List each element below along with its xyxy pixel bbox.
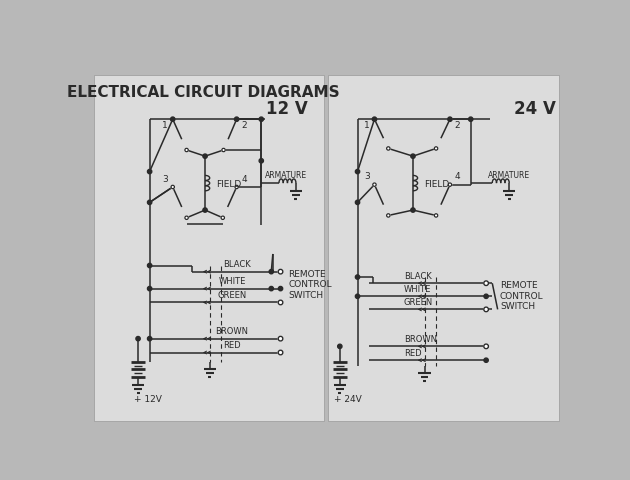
Circle shape [484,358,488,362]
Circle shape [269,287,273,291]
Text: 4: 4 [241,175,247,184]
Circle shape [147,336,152,341]
Text: 2: 2 [455,121,461,130]
Circle shape [221,216,224,219]
Circle shape [259,158,263,163]
Circle shape [355,169,360,174]
Circle shape [147,200,152,204]
Circle shape [469,117,473,121]
Text: WHITE: WHITE [219,277,246,286]
Circle shape [185,148,188,152]
Circle shape [235,185,238,189]
Circle shape [269,269,273,274]
Circle shape [434,147,438,150]
Circle shape [373,118,376,121]
Circle shape [171,118,175,121]
Circle shape [278,269,283,274]
Circle shape [355,275,360,279]
Circle shape [387,147,390,150]
Circle shape [484,344,488,348]
Circle shape [448,117,452,121]
Circle shape [185,216,188,219]
Circle shape [355,294,360,299]
Text: ARMATURE: ARMATURE [488,171,530,180]
Circle shape [234,117,239,121]
Circle shape [235,118,238,121]
Text: 3: 3 [364,172,370,181]
Text: 12 V: 12 V [266,100,307,118]
Circle shape [338,344,342,348]
Circle shape [278,350,283,355]
Circle shape [448,183,452,186]
Circle shape [147,264,152,268]
Circle shape [372,117,377,121]
Circle shape [373,183,376,186]
Text: 1: 1 [364,121,370,130]
Text: FIELD: FIELD [424,180,449,189]
Text: FIELD: FIELD [216,180,241,189]
Circle shape [259,117,263,121]
Circle shape [434,214,438,217]
Bar [328,74,559,421]
Circle shape [484,294,488,299]
Text: + 24V: + 24V [334,395,362,404]
Circle shape [222,148,226,152]
Circle shape [411,208,415,212]
Circle shape [278,300,283,305]
Circle shape [171,185,175,189]
Text: REMOTE
CONTROL
SWITCH: REMOTE CONTROL SWITCH [288,270,332,300]
Text: RED: RED [223,341,241,350]
Text: ELECTRICAL CIRCUIT DIAGRAMS: ELECTRICAL CIRCUIT DIAGRAMS [67,84,340,99]
Circle shape [484,281,488,286]
Text: WHITE: WHITE [404,285,431,294]
Circle shape [203,154,207,158]
Text: ARMATURE: ARMATURE [265,171,307,180]
Text: GREEN: GREEN [404,298,433,307]
Bar [94,74,324,421]
Text: 3: 3 [162,175,168,184]
Circle shape [278,336,283,341]
Text: GREEN: GREEN [217,291,246,300]
Text: BLACK: BLACK [404,272,432,281]
Text: 24 V: 24 V [513,100,556,118]
Circle shape [136,336,140,341]
Text: BROWN: BROWN [215,327,248,336]
Circle shape [448,118,452,121]
Circle shape [171,117,175,121]
Text: 1: 1 [162,121,168,130]
Circle shape [355,200,360,204]
Circle shape [387,214,390,217]
Text: RED: RED [404,349,421,358]
Circle shape [147,287,152,291]
Text: 2: 2 [241,121,247,130]
Circle shape [203,208,207,212]
Circle shape [147,169,152,174]
Text: 4: 4 [455,172,461,181]
Circle shape [484,307,488,312]
Text: BLACK: BLACK [224,260,251,269]
Circle shape [278,287,283,291]
Text: + 12V: + 12V [134,395,162,404]
Circle shape [411,154,415,158]
Text: BROWN: BROWN [404,335,437,344]
Text: REMOTE
CONTROL
SWITCH: REMOTE CONTROL SWITCH [500,281,544,311]
